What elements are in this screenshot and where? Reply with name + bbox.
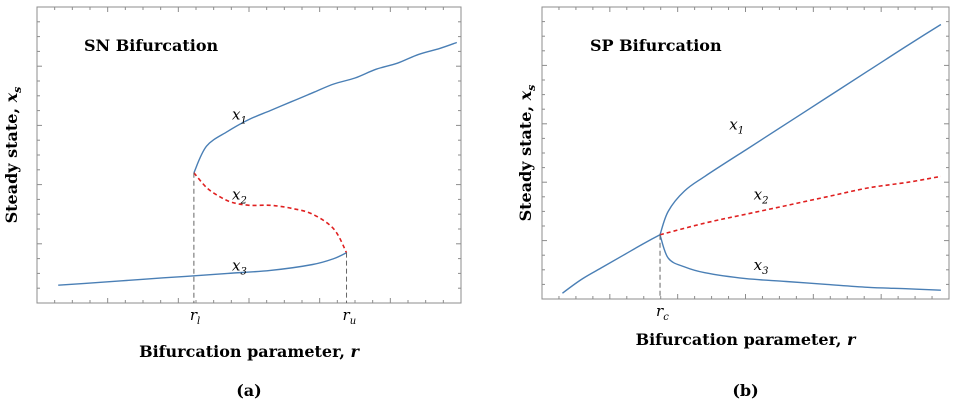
y-axis-label: Steady state, xs (516, 85, 538, 222)
curve-label-x2: x2 (754, 186, 769, 207)
curve-label-x3: x3 (232, 256, 247, 277)
curve-label-x1: x1 (729, 116, 744, 137)
series-line-x2 (193, 172, 348, 254)
curve-label-x1: x1 (232, 105, 247, 126)
panel-label: (a) (236, 381, 262, 400)
chart-panel-1: SN Bifurcation rl ru x1 x2 x3 Steady state, xs… (2, 6, 462, 400)
axis-ticks (542, 7, 949, 299)
series-line-x1 (193, 41, 458, 174)
curve-label-x3: x3 (754, 256, 769, 277)
x-axis-label: Bifurcation parameter, r (636, 330, 857, 349)
series-line-x1 (659, 23, 942, 236)
chart-panel-2: SP Bifurcation rc x1 x2 x3 Steady state, xs Bi… (516, 6, 950, 400)
curve-label-x2: x2 (232, 185, 247, 206)
series-line-x3 (659, 234, 941, 291)
x-tick-label-r_l: rl (190, 306, 200, 327)
x-tick-label-r_u: ru (343, 306, 357, 327)
chart-title: SN Bifurcation (84, 36, 219, 55)
series-line-x3 (58, 252, 347, 286)
chart-title: SP Bifurcation (590, 36, 722, 55)
axis-ticks (37, 7, 461, 303)
x-axis-label: Bifurcation parameter, r (139, 342, 360, 361)
x-tick-label-r_c: rc (656, 302, 669, 323)
y-axis-label: Steady state, xs (2, 87, 24, 224)
series-line-x2 (659, 175, 942, 236)
series-line-branch-3 (561, 234, 661, 294)
panel-label: (b) (732, 381, 758, 400)
